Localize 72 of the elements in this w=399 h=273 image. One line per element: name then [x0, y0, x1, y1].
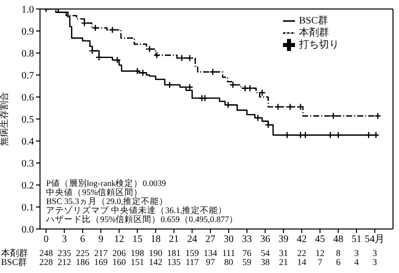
point	[330, 112, 337, 120]
point	[302, 131, 309, 139]
x-tick-label: 24	[187, 234, 198, 246]
y-tick-label: 0.4	[22, 136, 34, 148]
x-tick-label: 12	[114, 234, 124, 246]
point	[296, 103, 304, 110]
point	[274, 103, 282, 110]
y-axis-title: 無病生存割合	[0, 92, 10, 146]
x-tick-label: 39	[278, 234, 288, 246]
point	[80, 19, 88, 27]
point	[186, 84, 194, 91]
x-tick-label: 51	[351, 234, 362, 246]
point	[186, 54, 194, 62]
x-tick-label: 42	[296, 234, 307, 246]
point	[374, 112, 382, 120]
x-tick-label: 45	[314, 234, 325, 246]
point	[95, 54, 103, 61]
annotation: BSC 35.3ヵ月（29.0,推定不能）	[46, 196, 168, 206]
text: BSC群 228 212 186 169 160 151 142 135 117 97 80 59 38 21 14 7 6 4 3	[1, 257, 377, 267]
point	[242, 84, 249, 92]
y-tick-label: 0.9	[22, 26, 34, 38]
x-tick-label: 36	[260, 234, 270, 246]
point	[108, 26, 116, 34]
x-tick-label: 18	[150, 234, 161, 246]
point	[334, 131, 342, 139]
point	[286, 103, 294, 110]
y-tick-label: 1.0	[22, 4, 34, 16]
y-tick-label: 0.5	[22, 114, 34, 126]
x-tick-label: 15	[132, 234, 142, 246]
x-tick-label: 27	[205, 234, 216, 246]
point	[229, 81, 237, 88]
x-tick-label: 21	[168, 234, 179, 246]
y-tick-label: 0.3	[22, 158, 34, 170]
annotation: P値（層別log-rank検定）0.0039	[46, 178, 166, 188]
point	[114, 56, 121, 64]
y-tick-label: 0.0	[22, 224, 34, 236]
point	[326, 131, 334, 139]
text: 本剤群 248 235 225 217 206 198 190 181 159 134 111 76 54 31 22 12 8 3 3	[1, 248, 377, 258]
point	[246, 84, 254, 92]
y-tick-label: 0.8	[22, 48, 34, 60]
legend-label: BSC群	[299, 15, 328, 26]
point	[264, 121, 272, 129]
point	[166, 81, 174, 88]
x-tick-label: 3	[62, 234, 67, 246]
point	[258, 89, 266, 96]
legend-label: 打ち切り	[299, 39, 339, 50]
y-tick-label: 0.1	[22, 202, 34, 214]
x-tick-label: 0	[44, 234, 49, 246]
x-tick-label: 6	[80, 234, 86, 246]
point	[209, 68, 216, 76]
annotation: アテゾリズマブ 中央値未達（36.1,推定不能）	[46, 205, 228, 215]
annotation: ハザード比（95%信頼区間）0.659（0.495,0.877）	[45, 214, 238, 224]
point	[178, 54, 186, 62]
point	[198, 94, 206, 102]
point	[284, 131, 291, 139]
annotation: 中央値（95%信頼区間）	[46, 187, 143, 197]
x-tick-label: 48	[333, 234, 344, 246]
x-tick-label: 54月	[364, 234, 385, 246]
point	[365, 131, 372, 139]
point	[372, 131, 380, 139]
point	[296, 131, 304, 139]
y-tick-label: 0.7	[22, 70, 34, 82]
legend-label: 本剤群	[299, 27, 329, 38]
y-tick-label: 0.6	[22, 92, 34, 104]
x-tick-label: 30	[224, 234, 234, 246]
point	[153, 52, 160, 59]
point	[92, 24, 99, 32]
y-tick-label: 0.2	[22, 180, 34, 192]
x-tick-label: 9	[98, 234, 104, 246]
x-tick-label: 33	[242, 234, 252, 246]
point	[88, 47, 96, 54]
point	[146, 45, 154, 53]
